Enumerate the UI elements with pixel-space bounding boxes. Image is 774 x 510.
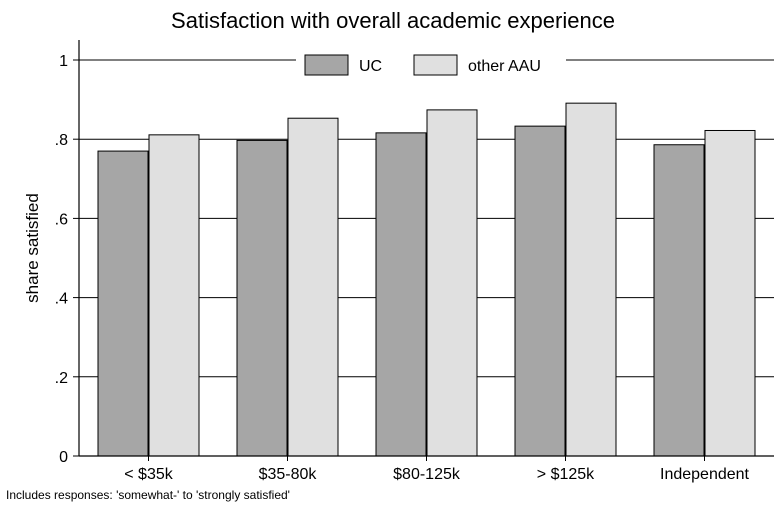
- x-tick-labels: < $35k $35-80k $80-125k > $125k Independent: [124, 466, 749, 483]
- legend-swatch-other-aau: [413, 54, 458, 76]
- bar-uc: [97, 150, 149, 457]
- y-tick-label: 0: [59, 449, 68, 466]
- y-tick-label: 1: [59, 53, 68, 70]
- y-tick-label: .8: [55, 132, 68, 149]
- x-tick-label: Independent: [660, 466, 750, 483]
- y-tick-label: .4: [55, 291, 68, 308]
- chart-title: Satisfaction with overall academic exper…: [171, 8, 615, 33]
- bar-other-aau: [426, 109, 478, 457]
- bar-other-aau: [704, 129, 756, 457]
- bars: [97, 102, 756, 457]
- bar-other-aau: [148, 134, 200, 457]
- legend-label-uc: UC: [359, 58, 382, 75]
- x-tick-label: $35-80k: [259, 466, 318, 483]
- bar-uc: [375, 132, 427, 457]
- bar-uc: [236, 139, 288, 457]
- y-tick-labels: 0 .2 .4 .6 .8 1: [55, 53, 68, 466]
- chart-note: Includes responses: 'somewhat-' to 'stro…: [6, 488, 290, 502]
- y-tick-label: .2: [55, 370, 68, 387]
- x-tick-label: < $35k: [124, 466, 173, 483]
- axes: [73, 40, 774, 461]
- legend: UC other AAU: [296, 50, 566, 80]
- x-tick-label: > $125k: [537, 466, 595, 483]
- legend-label-other-aau: other AAU: [468, 58, 541, 75]
- bar-uc: [514, 125, 566, 457]
- bar-other-aau: [565, 102, 617, 457]
- y-tick-label: .6: [55, 211, 68, 228]
- x-tick-label: $80-125k: [393, 466, 461, 483]
- y-axis-title: share satisfied: [23, 193, 42, 303]
- bar-uc: [653, 144, 705, 457]
- bar-other-aau: [287, 117, 339, 457]
- legend-swatch-uc: [304, 54, 349, 76]
